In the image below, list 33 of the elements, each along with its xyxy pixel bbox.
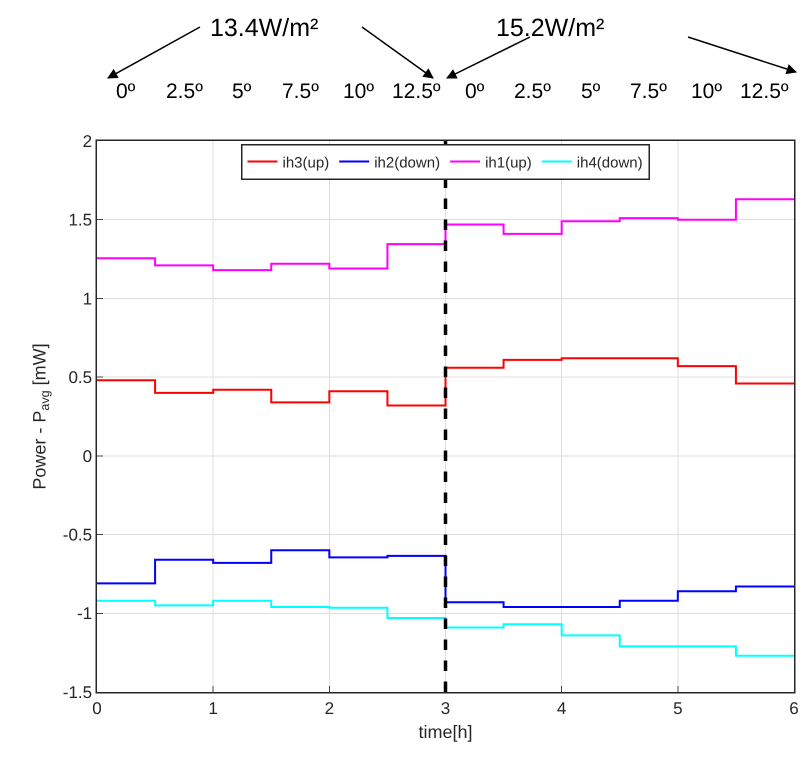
text: 13.4W/m² — [210, 14, 318, 42]
text: 2.5º — [514, 80, 552, 103]
y-tick-label: -1.5 — [62, 682, 92, 702]
x-tick-label: 2 — [324, 698, 334, 718]
text: 10º — [343, 80, 374, 103]
text: 7.5º — [630, 80, 668, 103]
y-tick-label: 1 — [82, 289, 92, 308]
y-tick-label: 0.5 — [68, 368, 92, 388]
x-tick-label: 1 — [208, 698, 218, 718]
y-tick-label: -1 — [76, 604, 92, 624]
text: 10º — [691, 80, 722, 103]
legend-label: ih1(up) — [485, 154, 532, 172]
y-tick-label: -0.5 — [62, 526, 92, 545]
y-tick-label: 1.5 — [68, 210, 92, 230]
legend-label: ih3(up) — [282, 154, 330, 172]
x-tick-label: 4 — [556, 698, 566, 718]
text: 12.5º — [392, 80, 441, 103]
x-tick-label: 5 — [673, 698, 683, 718]
legend-label: ih4(down) — [576, 154, 643, 172]
y-tick-label: 2 — [82, 132, 92, 151]
text: 0º — [116, 80, 136, 103]
x-tick-label: 6 — [789, 698, 799, 718]
text: 12.5º — [740, 80, 789, 103]
text: 15.2W/m² — [496, 14, 604, 42]
x-tick-label: 3 — [440, 698, 450, 718]
text: 7.5º — [282, 80, 320, 103]
text: 5º — [581, 80, 601, 103]
y-tick-label: 0 — [82, 446, 92, 466]
legend-label: ih2(down) — [374, 154, 440, 172]
text: 2.5º — [166, 80, 204, 103]
text: 0º — [465, 80, 485, 103]
text: 5º — [232, 80, 252, 103]
x-axis-title: time[h] — [418, 722, 473, 742]
